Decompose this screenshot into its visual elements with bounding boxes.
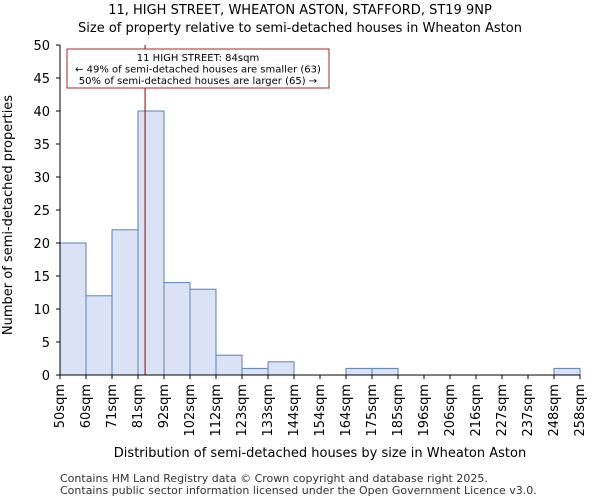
bar-175sqm	[371, 367, 399, 376]
bar-112sqm	[215, 354, 243, 376]
footer-licence: Contains public sector information licen…	[60, 484, 537, 497]
x-tick-label: 175sqm	[365, 384, 380, 437]
x-tick-label: 112sqm	[209, 384, 224, 437]
x-tick-label: 227sqm	[495, 384, 510, 437]
x-tick-label: 133sqm	[261, 384, 276, 437]
bar-60sqm	[85, 295, 113, 376]
x-tick-label: 154sqm	[313, 384, 328, 437]
y-tick-label: 50	[33, 39, 50, 54]
bar-81sqm	[137, 110, 165, 376]
bar-164sqm	[345, 367, 373, 376]
x-tick-label: 237sqm	[521, 384, 536, 437]
chart-title-address: 11, HIGH STREET, WHEATON ASTON, STAFFORD…	[108, 3, 492, 18]
x-tick-label: 206sqm	[443, 384, 458, 437]
annotation-box	[66, 48, 330, 89]
x-tick-label: 196sqm	[417, 384, 432, 437]
bar-123sqm	[241, 367, 269, 376]
x-tick-label: 81sqm	[131, 384, 146, 428]
annotation-line: ← 49% of semi-detached houses are smalle…	[75, 65, 321, 76]
y-tick-label: 35	[33, 138, 50, 153]
x-tick-label: 216sqm	[469, 384, 484, 437]
bar-133sqm	[267, 361, 295, 376]
x-tick-label: 248sqm	[547, 384, 562, 437]
chart-title: Size of property relative to semi-detach…	[78, 21, 522, 36]
y-axis-label: Number of semi-detached properties	[1, 95, 16, 335]
bar-102sqm	[189, 288, 217, 376]
y-tick-label: 15	[33, 270, 50, 285]
x-tick-label: 71sqm	[105, 384, 120, 428]
bar-50sqm	[59, 242, 87, 376]
x-tick-label: 60sqm	[79, 384, 94, 428]
x-tick-label: 50sqm	[53, 384, 68, 428]
x-axis-label: Distribution of semi-detached houses by …	[114, 446, 526, 461]
y-tick-label: 25	[33, 204, 50, 219]
y-tick-label: 40	[33, 105, 50, 120]
x-tick-label: 144sqm	[287, 384, 302, 437]
y-tick-label: 5	[42, 336, 50, 351]
x-tick-label: 258sqm	[573, 384, 588, 437]
y-tick-label: 20	[33, 237, 50, 252]
x-tick-label: 123sqm	[235, 384, 250, 437]
y-tick-label: 0	[42, 369, 50, 384]
bar-248sqm	[553, 367, 581, 376]
x-tick-label: 102sqm	[183, 384, 198, 437]
bar-92sqm	[163, 282, 191, 376]
x-tick-label: 185sqm	[391, 384, 406, 437]
x-tick-label: 92sqm	[157, 384, 172, 428]
y-tick-label: 45	[33, 72, 50, 87]
annotation-line: 50% of semi-detached houses are larger (…	[79, 76, 317, 87]
bar-71sqm	[111, 229, 139, 376]
y-tick-label: 30	[33, 171, 50, 186]
footer-copyright: Contains HM Land Registry data © Crown c…	[60, 472, 488, 485]
x-tick-label: 164sqm	[339, 384, 354, 437]
annotation-line: 11 HIGH STREET: 84sqm	[137, 53, 259, 64]
y-tick-label: 10	[33, 303, 50, 318]
